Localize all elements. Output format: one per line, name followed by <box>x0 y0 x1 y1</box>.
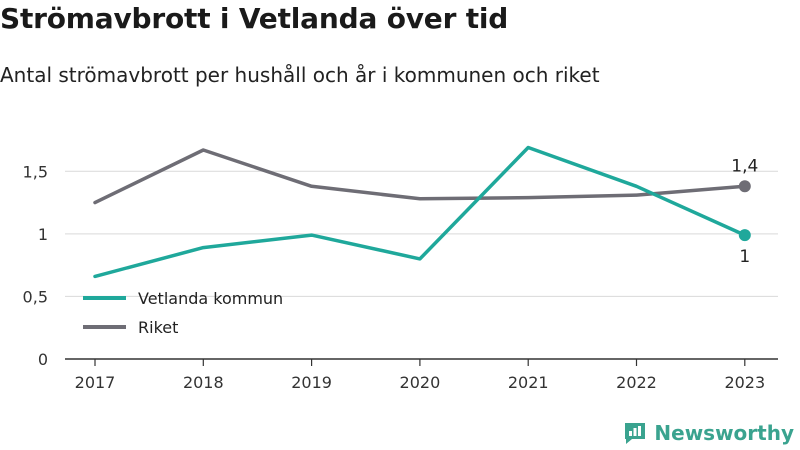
x-axis-ticks: 2017 2018 2019 2020 2021 2022 2023 <box>75 359 765 392</box>
x-tick-label: 2020 <box>400 373 441 392</box>
y-tick-label: 1 <box>38 225 48 244</box>
chart-subtitle: Antal strömavbrott per hushåll och år i … <box>0 63 600 87</box>
series-end-label: 1,4 <box>731 156 758 176</box>
series-endpoint-vetlanda <box>738 229 751 242</box>
y-tick-label: 0 <box>38 350 48 369</box>
x-tick-label: 2022 <box>616 373 657 392</box>
chart-title: Strömavbrott i Vetlanda över tid <box>0 2 509 35</box>
series-line-vetlanda <box>93 145 747 279</box>
newsworthy-brand: Newsworthy <box>622 418 794 448</box>
brand-name: Newsworthy <box>654 421 794 445</box>
legend: Vetlanda kommun Riket <box>83 289 283 337</box>
legend-label: Riket <box>138 318 178 337</box>
newsworthy-logo-icon <box>625 423 646 444</box>
y-tick-label: 0,5 <box>23 287 48 306</box>
y-axis-ticks: 0 0,5 1 1,5 <box>23 162 48 369</box>
gridlines <box>65 170 778 360</box>
series-endpoint-riket <box>738 180 751 193</box>
series-lines: 1,41 <box>93 145 758 279</box>
x-tick-label: 2023 <box>724 373 765 392</box>
series-end-label: 1 <box>739 247 750 267</box>
x-tick-label: 2019 <box>291 373 332 392</box>
x-tick-label: 2021 <box>508 373 549 392</box>
legend-label: Vetlanda kommun <box>138 289 283 308</box>
x-tick-label: 2018 <box>183 373 224 392</box>
y-tick-label: 1,5 <box>23 162 48 181</box>
series-line-riket <box>93 148 747 205</box>
x-tick-label: 2017 <box>75 373 116 392</box>
